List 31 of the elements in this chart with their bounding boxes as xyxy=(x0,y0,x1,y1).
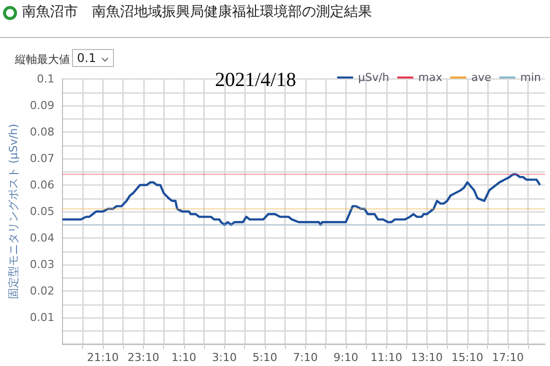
y-tick-label: 0.03 xyxy=(30,258,54,271)
y-tick-label: 0.08 xyxy=(30,126,54,138)
legend-label: min xyxy=(520,71,542,84)
chart-subtitle: 2021/4/18 xyxy=(215,69,296,91)
x-tick-label: 3:10 xyxy=(212,351,237,364)
y-tick-label: 0.1 xyxy=(36,72,54,86)
x-tick-label: 17:10 xyxy=(492,351,524,364)
legend-label: max xyxy=(418,71,443,84)
x-tick-label: 21:10 xyxy=(87,351,119,364)
x-tick-label: 7:10 xyxy=(293,351,318,364)
y-tick-label: 0.01 xyxy=(30,311,54,324)
chart-title: 南魚沼市 南魚沼地域振興局健康福祉環境部の測定結果 xyxy=(22,3,372,21)
y-tick-label: 0.02 xyxy=(30,284,54,298)
y-tick-label: 0.04 xyxy=(30,232,54,244)
x-tick-label: 9:10 xyxy=(334,351,358,364)
x-tick-label: 13:10 xyxy=(411,351,443,364)
line-series xyxy=(61,173,542,226)
y-tick-label: 0.07 xyxy=(30,152,54,165)
dropdown-field: 0.1 xyxy=(72,49,114,67)
x-tick-label: 23:10 xyxy=(128,351,160,364)
text: 縦軸最大値 xyxy=(15,52,70,67)
legend-label: ave xyxy=(471,71,492,84)
legend-label: µSv/h xyxy=(358,71,390,84)
x-tick-label: 1:10 xyxy=(172,351,196,364)
y-tick-label: 0.06 xyxy=(30,178,54,192)
y-tick-label: 0.09 xyxy=(30,99,54,112)
x-tick-label: 5:10 xyxy=(252,351,278,364)
y-tick-label: 0.05 xyxy=(30,205,54,218)
x-tick-label: 11:10 xyxy=(370,351,402,364)
y-axis-title: 固定型モニタリングポスト (µSv/h) xyxy=(7,124,20,300)
x-tick-label: 15:10 xyxy=(452,351,484,364)
